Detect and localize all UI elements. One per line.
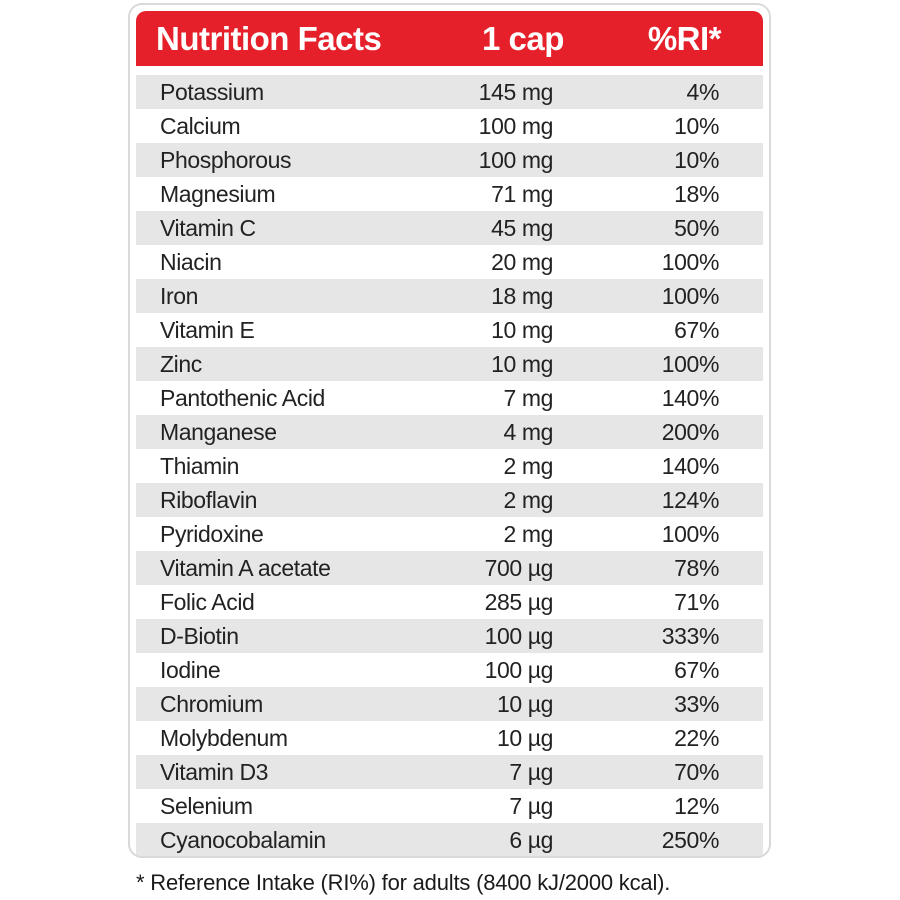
- nutrient-name: Folic Acid: [160, 589, 255, 615]
- nutrient-ri-percent: 100%: [661, 521, 720, 547]
- nutrient-amount: 10 µg: [496, 691, 553, 717]
- nutrient-ri-percent: 4%: [686, 79, 720, 105]
- nutrient-ri-percent: 10%: [674, 113, 719, 139]
- table-row: Iron 18 mg 100%: [136, 279, 763, 313]
- nutrient-ri-percent: 100%: [661, 351, 720, 377]
- nutrient-name: Vitamin A acetate: [160, 555, 331, 581]
- table-row: Pyridoxine 2 mg 100%: [136, 517, 763, 551]
- nutrient-amount: 10 mg: [491, 317, 553, 343]
- nutrient-ri-percent: 100%: [661, 283, 720, 309]
- nutrient-amount: 20 mg: [491, 249, 553, 275]
- nutrient-ri-percent: 10%: [674, 147, 719, 173]
- nutrient-ri-percent: 70%: [674, 759, 719, 785]
- table-row: Magnesium 71 mg 18%: [136, 177, 763, 211]
- nutrient-ri-percent: 140%: [661, 385, 720, 411]
- nutrient-name: Vitamin E: [160, 317, 255, 343]
- nutrient-ri-percent: 67%: [674, 657, 719, 683]
- nutrient-ri-percent: 12%: [674, 793, 719, 819]
- table-row: Vitamin D3 7 µg 70%: [136, 755, 763, 789]
- header-title: Nutrition Facts: [156, 20, 382, 57]
- nutrient-amount: 7 mg: [503, 385, 553, 411]
- table-row: Thiamin 2 mg 140%: [136, 449, 763, 483]
- table-row: Vitamin A acetate 700 µg 78%: [136, 551, 763, 585]
- table-row: Zinc 10 mg 100%: [136, 347, 763, 381]
- nutrient-amount: 100 µg: [484, 657, 554, 683]
- nutrient-name: Phosphorous: [160, 147, 292, 173]
- nutrient-name: Vitamin C: [160, 215, 256, 241]
- nutrient-name: Magnesium: [160, 181, 276, 207]
- nutrient-amount: 45 mg: [491, 215, 553, 241]
- table-row: Chromium 10 µg 33%: [136, 687, 763, 721]
- nutrient-amount: 10 mg: [491, 351, 553, 377]
- nutrient-name: Vitamin D3: [160, 759, 269, 785]
- nutrient-name: Cyanocobalamin: [160, 827, 326, 853]
- nutrient-amount: 4 mg: [503, 419, 553, 445]
- nutrient-list: Potassium 145 mg 4% Calcium 100 mg 10% Phospho…: [136, 75, 763, 856]
- nutrient-name: Iron: [160, 283, 199, 309]
- table-row: Potassium 145 mg 4%: [136, 75, 763, 109]
- nutrient-name: Pyridoxine: [160, 521, 264, 547]
- nutrient-name: Pantothenic Acid: [160, 385, 325, 411]
- nutrient-amount: 7 µg: [509, 793, 553, 819]
- table-row: Pantothenic Acid 7 mg 140%: [136, 381, 763, 415]
- nutrient-name: Calcium: [160, 113, 241, 139]
- nutrient-ri-percent: 250%: [661, 827, 720, 853]
- header-amount-column: 1 cap: [482, 20, 564, 57]
- nutrient-amount: 2 mg: [503, 453, 553, 479]
- table-row: Niacin 20 mg 100%: [136, 245, 763, 279]
- nutrient-name: Iodine: [160, 657, 221, 683]
- nutrient-amount: 2 mg: [503, 521, 553, 547]
- nutrient-ri-percent: 33%: [674, 691, 719, 717]
- nutrient-ri-percent: 124%: [661, 487, 720, 513]
- table-row: Iodine 100 µg 67%: [136, 653, 763, 687]
- table-row: D-Biotin 100 µg 333%: [136, 619, 763, 653]
- table-row: Calcium 100 mg 10%: [136, 109, 763, 143]
- nutrient-amount: 100 mg: [478, 113, 554, 139]
- nutrient-amount: 100 µg: [484, 623, 554, 649]
- nutrient-amount: 18 mg: [491, 283, 553, 309]
- nutrient-ri-percent: 78%: [674, 555, 719, 581]
- nutrient-name: Chromium: [160, 691, 263, 717]
- table-row: Molybdenum 10 µg 22%: [136, 721, 763, 755]
- nutrient-amount: 2 mg: [503, 487, 553, 513]
- nutrient-ri-percent: 18%: [674, 181, 719, 207]
- nutrition-facts-panel: Nutrition Facts 1 cap %RI* Potassium 145 …: [128, 3, 771, 858]
- nutrient-name: Manganese: [160, 419, 277, 445]
- table-row: Selenium 7 µg 12%: [136, 789, 763, 823]
- nutrient-name: Riboflavin: [160, 487, 257, 513]
- nutrient-amount: 7 µg: [509, 759, 553, 785]
- nutrient-amount: 71 mg: [491, 181, 553, 207]
- header-ri-column: %RI*: [647, 20, 722, 57]
- nutrient-name: Zinc: [160, 351, 202, 377]
- nutrient-name: Potassium: [160, 79, 264, 105]
- nutrient-ri-percent: 50%: [674, 215, 719, 241]
- table-row: Riboflavin 2 mg 124%: [136, 483, 763, 517]
- nutrient-amount: 6 µg: [509, 827, 553, 853]
- nutrient-name: Niacin: [160, 249, 222, 275]
- nutrient-ri-percent: 333%: [661, 623, 720, 649]
- nutrient-amount: 10 µg: [496, 725, 553, 751]
- nutrient-name: D-Biotin: [160, 623, 239, 649]
- nutrient-amount: 145 mg: [478, 79, 554, 105]
- nutrient-name: Selenium: [160, 793, 253, 819]
- table-row: Manganese 4 mg 200%: [136, 415, 763, 449]
- nutrient-name: Molybdenum: [160, 725, 288, 751]
- table-row: Vitamin C 45 mg 50%: [136, 211, 763, 245]
- table-row: Cyanocobalamin 6 µg 250%: [136, 823, 763, 856]
- nutrient-ri-percent: 140%: [661, 453, 720, 479]
- nutrient-ri-percent: 71%: [674, 589, 719, 615]
- nutrient-name: Thiamin: [160, 453, 240, 479]
- table-row: Folic Acid 285 µg 71%: [136, 585, 763, 619]
- nutrient-amount: 285 µg: [484, 589, 554, 615]
- nutrient-ri-percent: 200%: [661, 419, 720, 445]
- nutrient-ri-percent: 22%: [674, 725, 719, 751]
- nutrient-amount: 100 mg: [478, 147, 554, 173]
- table-row: Phosphorous 100 mg 10%: [136, 143, 763, 177]
- table-header: Nutrition Facts 1 cap %RI*: [136, 11, 763, 66]
- nutrient-ri-percent: 100%: [661, 249, 720, 275]
- footnote: * Reference Intake (RI%) for adults (840…: [136, 870, 671, 895]
- nutrient-ri-percent: 67%: [674, 317, 719, 343]
- table-row: Vitamin E 10 mg 67%: [136, 313, 763, 347]
- nutrient-amount: 700 µg: [484, 555, 554, 581]
